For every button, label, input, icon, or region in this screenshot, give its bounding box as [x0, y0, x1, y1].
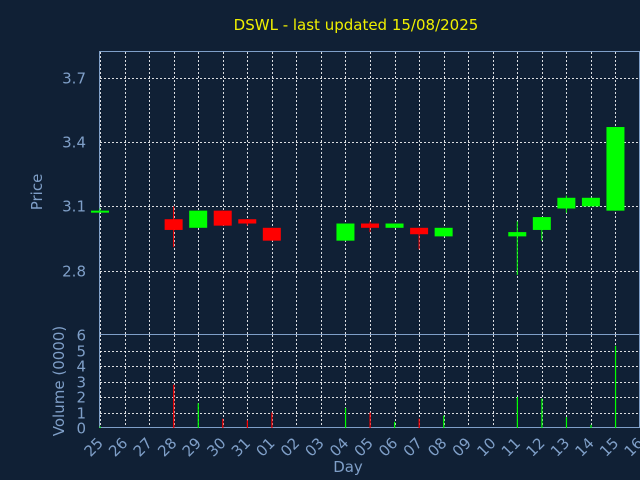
candle-07: [410, 227, 429, 250]
candle-body: [434, 227, 453, 237]
day-tick-label: 11: [498, 434, 524, 460]
candle-29: [189, 210, 208, 228]
volume-tick-label: 6: [76, 327, 86, 345]
candle-body: [385, 223, 404, 228]
candle-body: [606, 127, 625, 211]
day-tick-label: 07: [400, 434, 426, 460]
volume-tick-label: 4: [76, 358, 86, 376]
day-tick-label: 14: [572, 434, 598, 460]
day-tick-label: 13: [547, 434, 573, 460]
chart-title: DSWL - last updated 15/08/2025: [234, 16, 479, 34]
candle-30: [213, 210, 232, 226]
volume-bar-11: [516, 397, 518, 428]
day-tick-label: 12: [522, 434, 548, 460]
x-axis-label: Day: [333, 458, 363, 476]
price-axis-label: Price: [28, 174, 46, 211]
candle-body: [532, 217, 551, 230]
day-tick-label: 16: [621, 434, 640, 460]
candle-body: [238, 219, 257, 224]
price-tick-label: 2.8: [62, 263, 86, 281]
volume-bar-05: [369, 412, 371, 428]
candle-01: [262, 227, 281, 241]
candle-05: [361, 221, 379, 233]
volume-bar-29: [197, 403, 199, 428]
day-tick-label: 10: [473, 434, 499, 460]
day-tick-label: 29: [179, 434, 205, 460]
volume-bar-06: [394, 421, 396, 428]
candle-body: [213, 210, 232, 226]
candle-body: [164, 219, 183, 230]
volume-tick-label: 0: [76, 420, 86, 438]
volume-bar-13: [565, 417, 568, 428]
volume-bar-07: [418, 418, 420, 428]
day-tick-label: 30: [203, 434, 229, 460]
candle-31: [238, 219, 257, 226]
candle-11: [508, 221, 527, 275]
day-tick-label: 02: [277, 434, 303, 460]
candles-layer: [91, 127, 625, 275]
day-tick-label: 05: [351, 434, 377, 460]
candle-body: [262, 227, 281, 241]
price-tick-label: 3.7: [62, 70, 86, 88]
candle-15: [606, 127, 625, 211]
candle-08: [434, 227, 453, 237]
volume-axis-label: Volume (0000): [50, 326, 68, 436]
volume-bar-04: [344, 407, 347, 428]
price-tick-label: 3.4: [62, 134, 86, 152]
candle-06: [385, 223, 404, 228]
day-tick-label: 27: [130, 434, 156, 460]
candle-28: [164, 206, 183, 248]
candle-13: [557, 195, 576, 213]
candle-body: [189, 210, 208, 228]
price-panel-frame: [99, 51, 640, 335]
volume-bar-14: [590, 424, 592, 428]
volume-bar-31: [246, 420, 248, 428]
candle-25: [91, 208, 109, 213]
candle-14: [581, 197, 600, 207]
day-tick-label: 04: [326, 434, 352, 460]
price-tick-labels: 2.8 3.1 3.4 3.7: [62, 70, 86, 281]
candle-body: [557, 197, 576, 209]
candle-body: [581, 197, 600, 207]
volume-bar-01: [271, 412, 273, 428]
day-tick-label: 03: [302, 434, 328, 460]
day-tick-label: 28: [154, 434, 180, 460]
volume-bar-28: [173, 384, 175, 428]
volume-tick-label: 1: [76, 405, 86, 423]
day-tick-label: 09: [449, 434, 475, 460]
candle-body: [336, 223, 355, 241]
day-tick-labels: 2526272829303101020304050607080910111213…: [81, 434, 640, 460]
candle-body: [91, 210, 109, 213]
volume-bars-layer: [99, 345, 617, 428]
volume-tick-label: 3: [76, 374, 86, 392]
day-tick-label: 26: [105, 434, 131, 460]
day-tick-label: 08: [424, 434, 450, 460]
day-tick-label: 01: [252, 434, 278, 460]
candle-12: [532, 217, 551, 241]
day-tick-label: 25: [81, 434, 107, 460]
volume-bar-25: [99, 426, 101, 428]
candle-body: [508, 232, 527, 237]
candle-04: [336, 223, 355, 241]
volume-tick-label: 2: [76, 389, 86, 407]
volume-bar-15: [614, 345, 617, 428]
day-tick-label: 06: [375, 434, 401, 460]
volume-bar-08: [443, 415, 445, 428]
volume-tick-label: 5: [76, 343, 86, 361]
candle-body: [361, 223, 379, 228]
day-tick-label: 31: [228, 434, 254, 460]
price-gridlines: [100, 52, 640, 335]
day-tick-label: 15: [596, 434, 622, 460]
candle-body: [410, 227, 429, 235]
volume-bar-12: [541, 398, 543, 428]
price-tick-label: 3.1: [62, 198, 86, 216]
volume-bar-30: [222, 418, 224, 428]
